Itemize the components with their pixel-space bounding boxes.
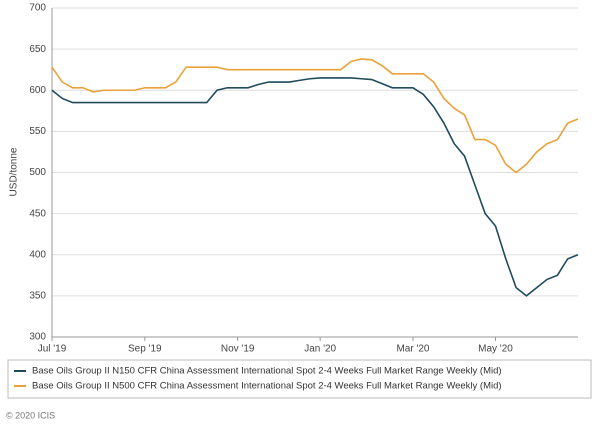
x-tick-label: Nov '19 [221, 344, 255, 355]
x-tick-label: Jan '20 [304, 344, 336, 355]
y-tick-label: 600 [29, 85, 46, 96]
legend-label: Base Oils Group II N500 CFR China Assess… [32, 381, 502, 392]
footer: © 2020 ICIS [6, 410, 55, 420]
y-tick-label: 450 [29, 208, 46, 219]
y-tick-label: 300 [29, 332, 46, 343]
line-series [51, 58, 579, 174]
x-tick-label: Jul '19 [38, 344, 67, 355]
x-tick-label: Sep '19 [128, 344, 162, 355]
y-tick-label: 400 [29, 249, 46, 260]
y-tick-label: 700 [29, 3, 46, 14]
line-series [51, 77, 579, 297]
legend-label: Base Oils Group II N150 CFR China Assess… [32, 366, 502, 377]
y-tick-label: 550 [29, 126, 46, 137]
y-tick-label: 650 [29, 44, 46, 55]
legend-box [7, 359, 592, 399]
x-tick-label: May '20 [478, 344, 513, 355]
y-tick-label: 350 [29, 291, 46, 302]
x-tick-label: Mar '20 [396, 344, 429, 355]
y-axis-label: USD/tonne [9, 147, 20, 196]
y-tick-label: 500 [29, 167, 46, 178]
